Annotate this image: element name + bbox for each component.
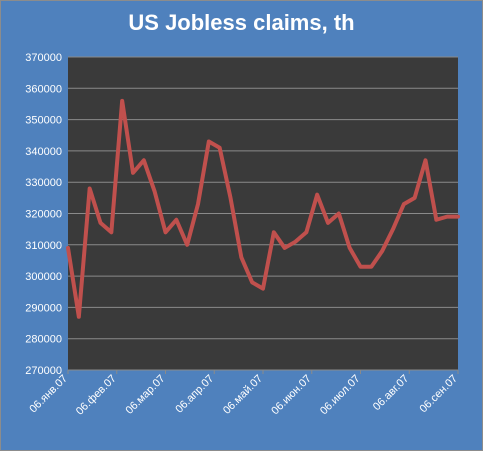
data-point-6 — [132, 172, 134, 174]
data-point-3 — [100, 222, 101, 224]
y-tick-label-6: 330000 — [25, 177, 62, 189]
x-tick-label-5: 06.июн.07 — [269, 373, 314, 418]
data-point-16 — [240, 256, 242, 258]
data-point-20 — [284, 247, 286, 249]
data-point-30 — [392, 228, 394, 230]
x-tick-label-3: 06.апр.07 — [173, 373, 216, 416]
data-point-36 — [457, 216, 459, 218]
data-point-28 — [370, 266, 372, 268]
data-point-24 — [327, 222, 329, 224]
y-tick-label-9: 360000 — [25, 83, 62, 95]
y-tick-label-3: 300000 — [25, 271, 62, 283]
data-point-14 — [219, 147, 221, 149]
data-point-34 — [435, 219, 437, 221]
data-point-33 — [425, 159, 426, 161]
data-point-8 — [154, 191, 156, 193]
y-tick-label-0: 270000 — [25, 365, 62, 377]
data-point-10 — [175, 219, 177, 221]
data-point-22 — [305, 231, 307, 233]
series-group — [66, 98, 460, 319]
data-point-15 — [230, 197, 231, 199]
x-tick-label-4: 06.май.07 — [221, 373, 265, 417]
data-point-18 — [262, 288, 264, 290]
data-point-26 — [349, 247, 351, 249]
x-tick-label-6: 06.июл.07 — [318, 373, 363, 418]
data-point-19 — [273, 231, 275, 233]
y-tick-label-7: 340000 — [25, 146, 62, 158]
x-tick-label-0: 06.янв.07 — [27, 373, 70, 416]
chart-title: US Jobless claims, th — [128, 10, 355, 35]
x-axis-ticks: 06.янв.07 06.фев.07 06.мар.07 06.апр.07 06.м… — [27, 370, 460, 418]
y-tick-label-8: 350000 — [25, 115, 62, 127]
data-point-1 — [78, 316, 80, 318]
y-tick-label-4: 310000 — [25, 240, 62, 252]
x-tick-label-8: 06.сен.07 — [417, 373, 460, 416]
data-point-4 — [110, 231, 112, 233]
data-point-12 — [197, 203, 199, 205]
x-tick-label-1: 06.фев.07 — [74, 373, 119, 418]
x-tick-label-2: 06.мар.07 — [124, 373, 168, 417]
data-point-25 — [338, 213, 340, 214]
data-point-9 — [165, 231, 166, 233]
data-point-11 — [186, 244, 188, 246]
data-point-23 — [316, 194, 318, 196]
data-point-2 — [89, 187, 91, 189]
y-tick-label-1: 280000 — [25, 334, 62, 346]
data-point-7 — [143, 159, 145, 161]
data-point-29 — [381, 250, 383, 252]
data-point-27 — [360, 266, 361, 268]
y-axis-ticks: 270000 280000 290000 300000 310000 320000 3300… — [25, 52, 62, 377]
data-point-35 — [446, 216, 448, 218]
gridlines — [68, 56, 458, 371]
y-tick-label-2: 290000 — [25, 302, 62, 314]
data-point-0 — [67, 247, 69, 249]
data-point-17 — [251, 281, 253, 283]
data-point-31 — [403, 203, 405, 205]
data-point-5 — [121, 100, 123, 102]
x-tick-label-7: 06.авг.07 — [371, 373, 411, 413]
y-tick-label-10: 370000 — [25, 52, 62, 64]
data-point-13 — [208, 141, 210, 143]
y-tick-label-5: 320000 — [25, 209, 62, 221]
data-point-21 — [295, 241, 296, 243]
data-point-32 — [414, 197, 416, 199]
